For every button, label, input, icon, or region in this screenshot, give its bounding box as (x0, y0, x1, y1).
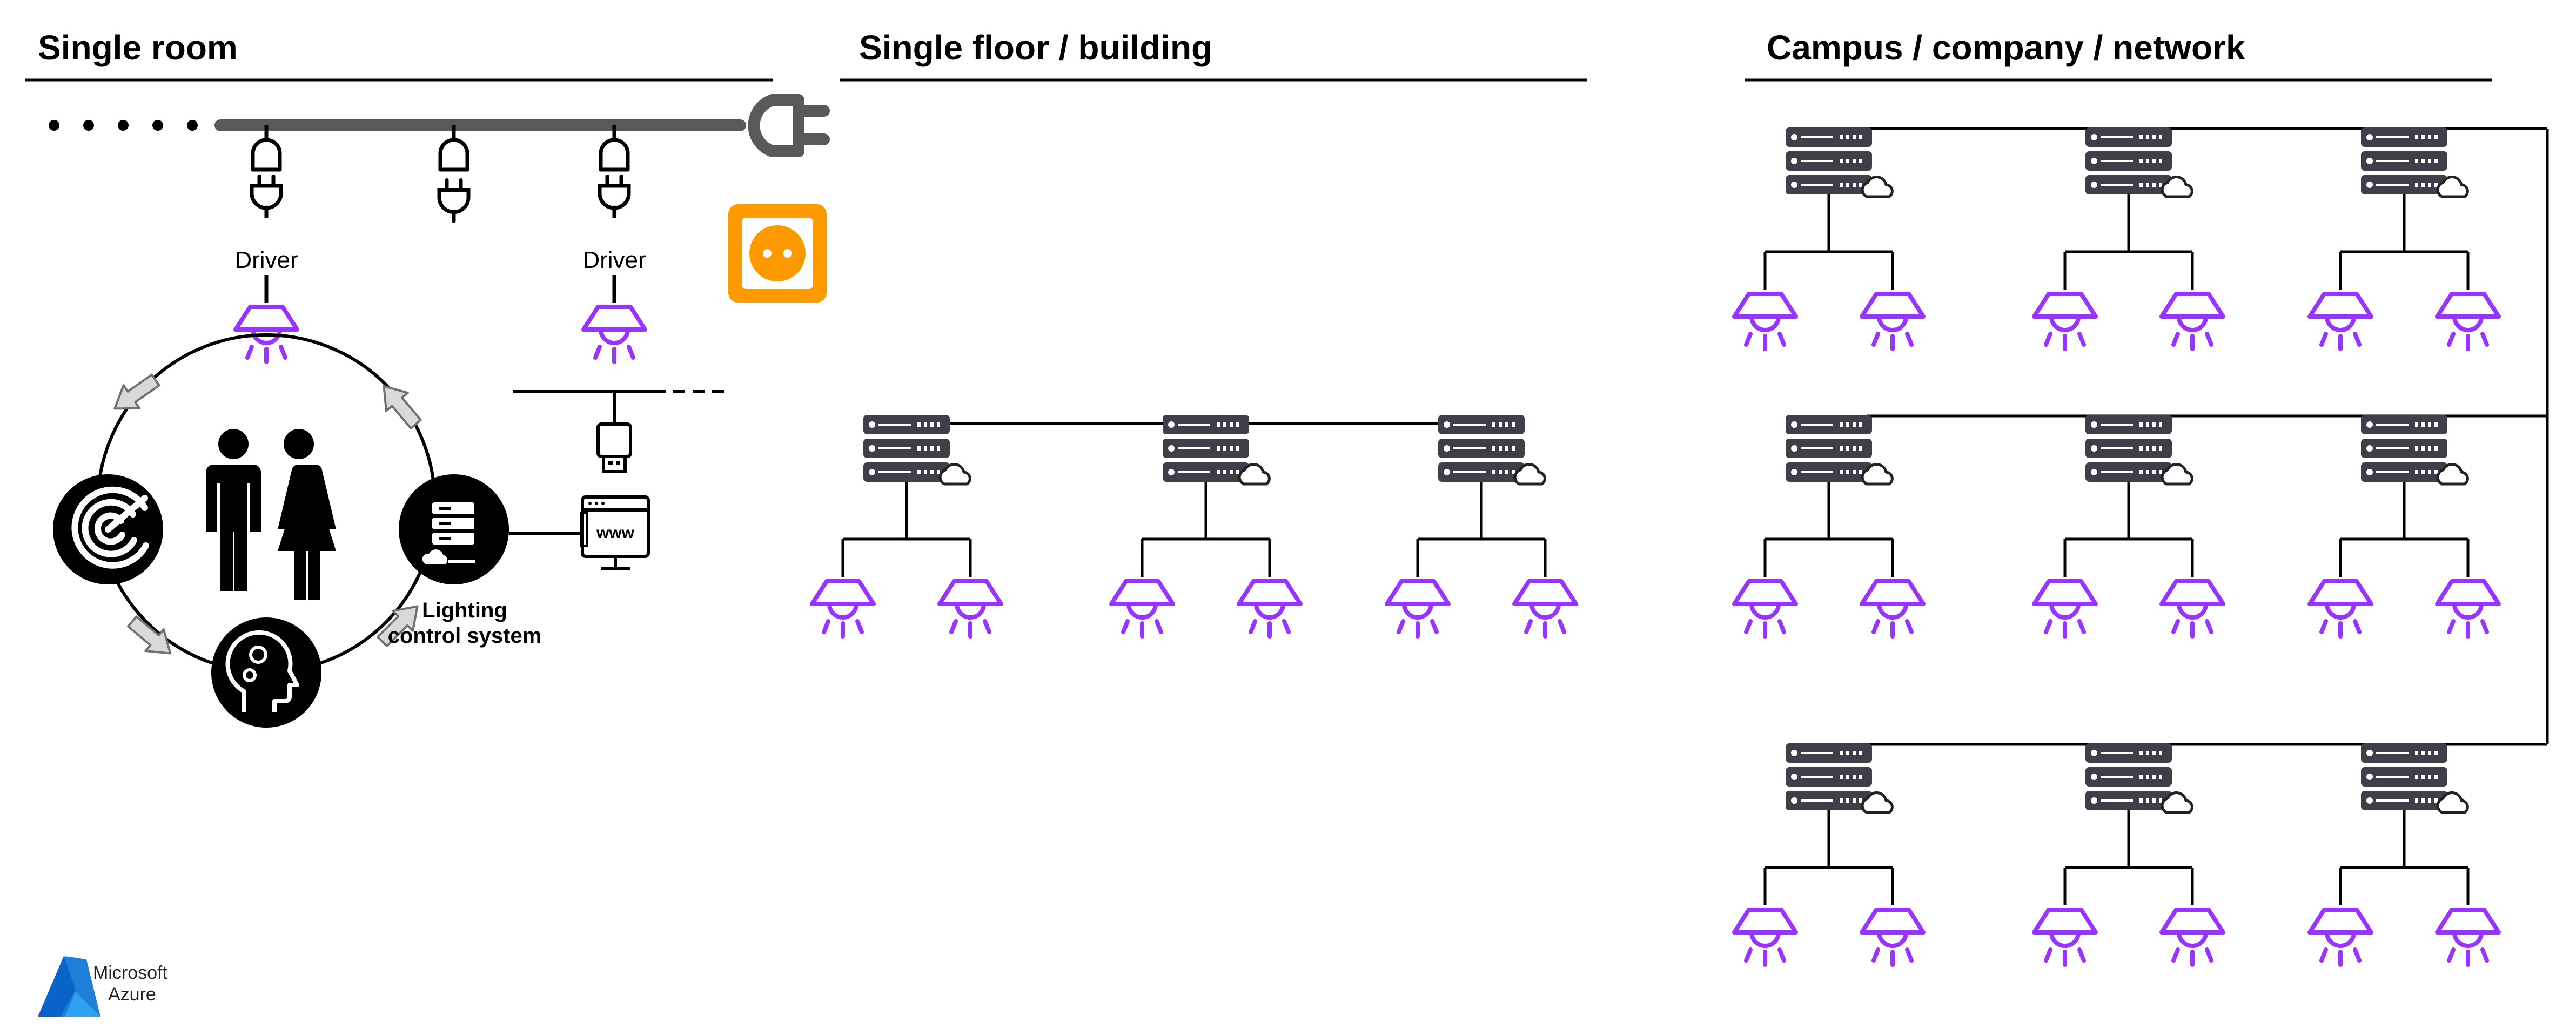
server-lamp-unit (1734, 127, 1923, 349)
section-title-single-floor: Single floor / building (859, 28, 1212, 67)
lighting-control-system-icon (399, 474, 509, 584)
lamp-icon (2034, 581, 2096, 636)
tap-off-2 (439, 125, 468, 221)
lamp-icon (1862, 294, 1923, 349)
lighting-control-label-line2: control system (388, 624, 542, 648)
server-icon (2085, 127, 2192, 197)
section-header-campus: Campus / company / network (1745, 28, 2492, 82)
lamp-icon (2162, 910, 2223, 965)
server-lamp-unit (2310, 743, 2499, 965)
section-title-single-room: Single room (38, 28, 238, 67)
arrow-icon (122, 609, 180, 666)
lamp-icon (2034, 294, 2096, 349)
logo-text-azure: Azure (108, 984, 156, 1005)
server-icon (2085, 743, 2192, 812)
server-icon (1786, 415, 1892, 484)
lamp-icon (1239, 581, 1300, 636)
people-icon (206, 429, 336, 600)
lamp-icon (1734, 910, 1796, 965)
campus-diagram (1734, 127, 2549, 965)
lamp-icon (2034, 910, 2096, 965)
sensor-icon (53, 474, 163, 584)
server-lamp-unit (2034, 743, 2223, 965)
server-lamp-unit (812, 415, 1001, 636)
lamp-icon (940, 581, 1001, 636)
server-lamp-unit (2310, 127, 2499, 349)
section-title-campus: Campus / company / network (1767, 28, 2245, 67)
server-lamp-unit (1111, 415, 1300, 636)
arrow-icon (372, 376, 428, 434)
lamp-icon (2437, 910, 2499, 965)
server-icon (2361, 127, 2467, 197)
lamp-icon (1514, 581, 1576, 636)
single-floor-diagram (812, 415, 1576, 636)
lamp-icon (1862, 581, 1923, 636)
tap-off-3: Driver (513, 125, 727, 473)
server-icon (2361, 743, 2467, 812)
server-icon (1786, 127, 1892, 197)
usb-stick-icon (596, 422, 632, 473)
lamp-icon (812, 581, 874, 636)
server-icon (2361, 415, 2467, 484)
lamp-icon (1734, 581, 1796, 636)
lamp-icon (2437, 581, 2499, 636)
ai-head-icon (211, 617, 321, 728)
server-icon (1438, 415, 1545, 484)
lamp-icon (583, 307, 645, 362)
lamp-icon (2162, 294, 2223, 349)
driver-label: Driver (582, 247, 646, 273)
power-plug-icon (748, 94, 830, 157)
logo-text-microsoft: Microsoft (93, 963, 167, 983)
lamp-icon (1111, 581, 1173, 636)
server-icon (1786, 743, 1892, 812)
www-label: www (596, 524, 635, 542)
lamp-icon (1387, 581, 1448, 636)
continuation-dots (49, 120, 198, 131)
server-lamp-unit (1734, 743, 1923, 965)
server-lamp-unit (2034, 127, 2223, 349)
server-icon (863, 415, 970, 484)
server-lamp-unit (1387, 415, 1576, 636)
section-header-single-floor: Single floor / building (840, 28, 1587, 82)
lamp-icon (2437, 294, 2499, 349)
lamp-icon (2310, 581, 2371, 636)
server-lamp-unit (1734, 415, 1923, 636)
server-icon (1163, 415, 1269, 484)
driver-label: Driver (234, 247, 298, 273)
server-lamp-unit (2310, 415, 2499, 636)
microsoft-azure-logo: Microsoft Azure (38, 956, 167, 1017)
www-computer-icon: www (580, 495, 650, 570)
server-icon (2085, 415, 2192, 484)
lamp-icon (1734, 294, 1796, 349)
lamp-icon (1862, 910, 1923, 965)
lighting-control-label-line1: Lighting (422, 599, 507, 622)
lamp-icon (2162, 581, 2223, 636)
power-outlet-icon (728, 204, 827, 303)
lamp-icon (2310, 294, 2371, 349)
lamp-icon (2310, 910, 2371, 965)
tap-off-1: Driver (234, 125, 298, 362)
single-room-diagram: Driver Driver (49, 94, 830, 728)
server-lamp-unit (2034, 415, 2223, 636)
section-header-single-room: Single room (25, 28, 773, 82)
